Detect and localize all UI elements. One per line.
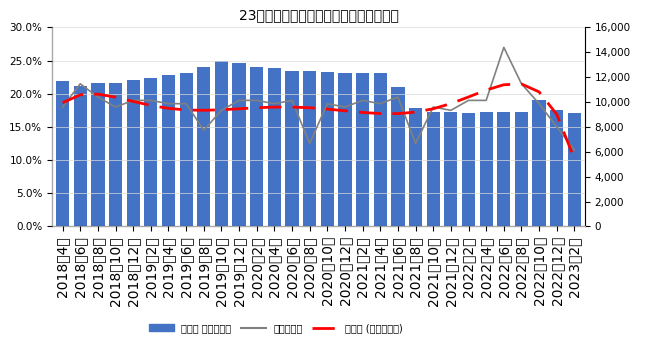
Bar bbox=[320, 72, 334, 226]
Bar bbox=[356, 73, 369, 226]
Bar bbox=[179, 73, 193, 226]
Bar bbox=[462, 113, 475, 226]
Bar bbox=[515, 112, 528, 226]
Bar bbox=[91, 83, 105, 226]
Bar bbox=[285, 71, 298, 226]
Bar bbox=[497, 112, 510, 226]
Bar bbox=[339, 73, 352, 226]
Bar bbox=[532, 99, 546, 226]
Bar bbox=[444, 112, 458, 226]
Bar bbox=[550, 109, 564, 226]
Bar bbox=[127, 80, 140, 226]
Bar bbox=[162, 75, 175, 226]
Bar bbox=[409, 108, 423, 226]
Legend: 在庫数 新規売出数, 在庫回転率, 多項式 (在庫回転率): 在庫数 新規売出数, 在庫回転率, 多項式 (在庫回転率) bbox=[146, 319, 406, 337]
Bar bbox=[374, 73, 387, 226]
Bar bbox=[144, 79, 157, 226]
Bar bbox=[197, 67, 211, 226]
Bar bbox=[250, 67, 263, 226]
Bar bbox=[391, 87, 404, 226]
Bar bbox=[480, 112, 493, 226]
Bar bbox=[73, 86, 87, 226]
Title: 23区のマンションの在庫数と在庫回転率: 23区のマンションの在庫数と在庫回転率 bbox=[239, 8, 398, 22]
Bar bbox=[568, 113, 581, 226]
Bar bbox=[233, 63, 246, 226]
Bar bbox=[214, 61, 228, 226]
Bar bbox=[56, 81, 69, 226]
Bar bbox=[426, 112, 440, 226]
Bar bbox=[268, 69, 281, 226]
Bar bbox=[303, 71, 317, 226]
Bar bbox=[109, 83, 122, 226]
